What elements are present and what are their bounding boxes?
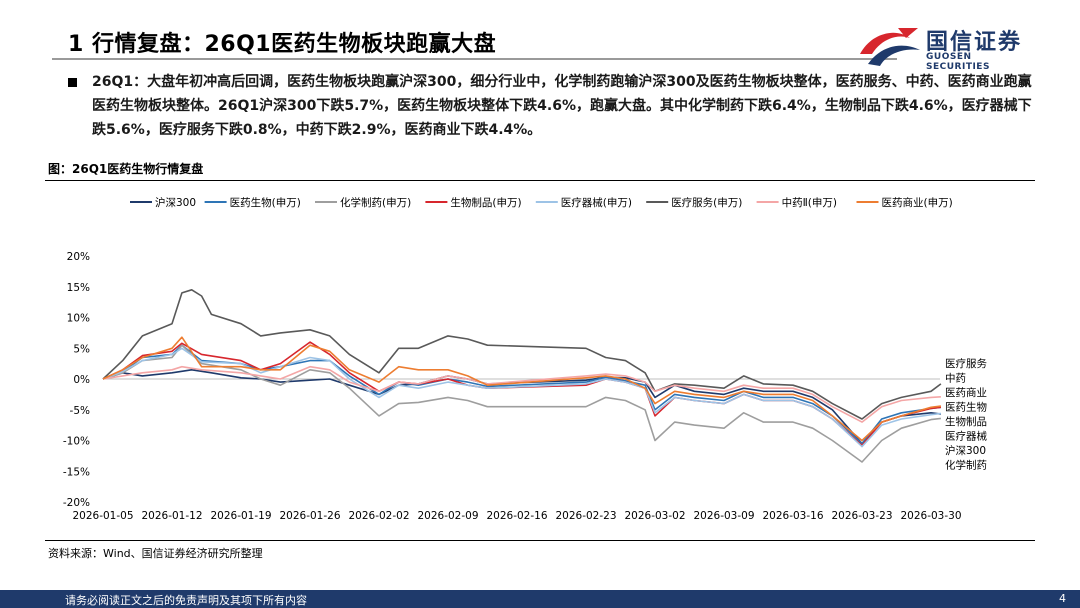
brand-logo: 国信证券 GUOSEN SECURITIES xyxy=(858,24,1038,72)
title-divider xyxy=(52,58,897,60)
source-note: 资料来源：Wind、国信证券经济研究所整理 xyxy=(48,547,263,560)
legend-label: 沪深300 xyxy=(155,196,196,209)
summary-paragraph: 26Q1：大盘年初冲高后回调，医药生物板块跑赢沪深300，细分行业中，化学制药跑… xyxy=(92,74,1032,138)
legend-label: 医疗服务(申万) xyxy=(671,196,742,209)
figure-label: 图：26Q1医药生物行情复盘 xyxy=(48,162,204,176)
series-line xyxy=(102,365,941,423)
y-tick-label: 0% xyxy=(73,374,90,386)
x-tick-label: 2026-02-09 xyxy=(417,510,478,522)
x-tick-label: 2026-01-26 xyxy=(279,510,340,522)
legend-label: 医药商业(申万) xyxy=(882,196,953,209)
page-title: 1 行情复盘：26Q1医药生物板块跑赢大盘 xyxy=(68,32,497,57)
legend-label: 医疗器械(申万) xyxy=(561,196,632,209)
bullet-square-icon xyxy=(68,78,77,87)
y-tick-label: 5% xyxy=(73,343,90,355)
y-tick-label: 20% xyxy=(67,251,90,263)
x-tick-label: 2026-03-02 xyxy=(624,510,685,522)
x-tick-label: 2026-03-09 xyxy=(693,510,754,522)
y-tick-label: 15% xyxy=(67,282,90,294)
logo-mark-icon xyxy=(860,28,920,66)
end-label: 医疗器械 xyxy=(945,430,987,443)
x-tick-label: 2026-01-12 xyxy=(141,510,202,522)
x-tick-label: 2026-02-16 xyxy=(486,510,547,522)
logo-text-en: GUOSEN SECURITIES xyxy=(926,52,990,72)
end-label: 沪深300 xyxy=(945,444,986,457)
end-label: 医药生物 xyxy=(945,401,987,414)
line-chart: 20% 15% 10% 5% 0% -5% -10% -15% -20%2026-01-05 20… xyxy=(63,196,988,522)
series-line xyxy=(102,344,941,463)
legend-label: 生物制品(申万) xyxy=(450,196,521,209)
x-tick-label: 2026-03-23 xyxy=(831,510,892,522)
x-tick-label: 2026-01-05 xyxy=(72,510,133,522)
x-tick-label: 2026-02-23 xyxy=(555,510,616,522)
x-tick-label: 2026-02-02 xyxy=(348,510,409,522)
y-tick-label: -20% xyxy=(63,497,90,509)
end-label: 生物制品 xyxy=(945,415,987,428)
end-label: 化学制药 xyxy=(945,459,987,472)
legend-label: 中药Ⅱ(申万) xyxy=(782,196,837,209)
logo-text-cn: 国信证券 xyxy=(926,30,1023,55)
end-label: 医疗服务 xyxy=(945,357,987,370)
legend-label: 医药生物(申万) xyxy=(230,196,301,209)
series-line xyxy=(102,347,942,448)
figure-top-rule xyxy=(45,180,1035,181)
end-label: 中药 xyxy=(945,372,966,385)
y-tick-label: -15% xyxy=(63,466,90,478)
x-tick-label: 2026-03-30 xyxy=(900,510,961,522)
y-tick-label: -5% xyxy=(70,405,90,417)
end-label: 医药商业 xyxy=(945,386,987,399)
footer-disclaimer: 请务必阅读正文之后的免责声明及其项下所有内容 xyxy=(65,594,307,607)
series-line xyxy=(102,289,942,420)
x-tick-label: 2026-01-19 xyxy=(210,510,271,522)
figure-bottom-rule xyxy=(45,540,1035,541)
legend-label: 化学制药(申万) xyxy=(340,196,411,209)
footer-bar: 请务必阅读正文之后的免责声明及其项下所有内容 4 xyxy=(0,590,1080,608)
x-tick-label: 2026-03-16 xyxy=(762,510,823,522)
series-line xyxy=(102,336,941,442)
y-tick-label: -10% xyxy=(63,436,90,448)
page-number: 4 xyxy=(1059,592,1066,605)
y-tick-label: 10% xyxy=(67,313,90,325)
